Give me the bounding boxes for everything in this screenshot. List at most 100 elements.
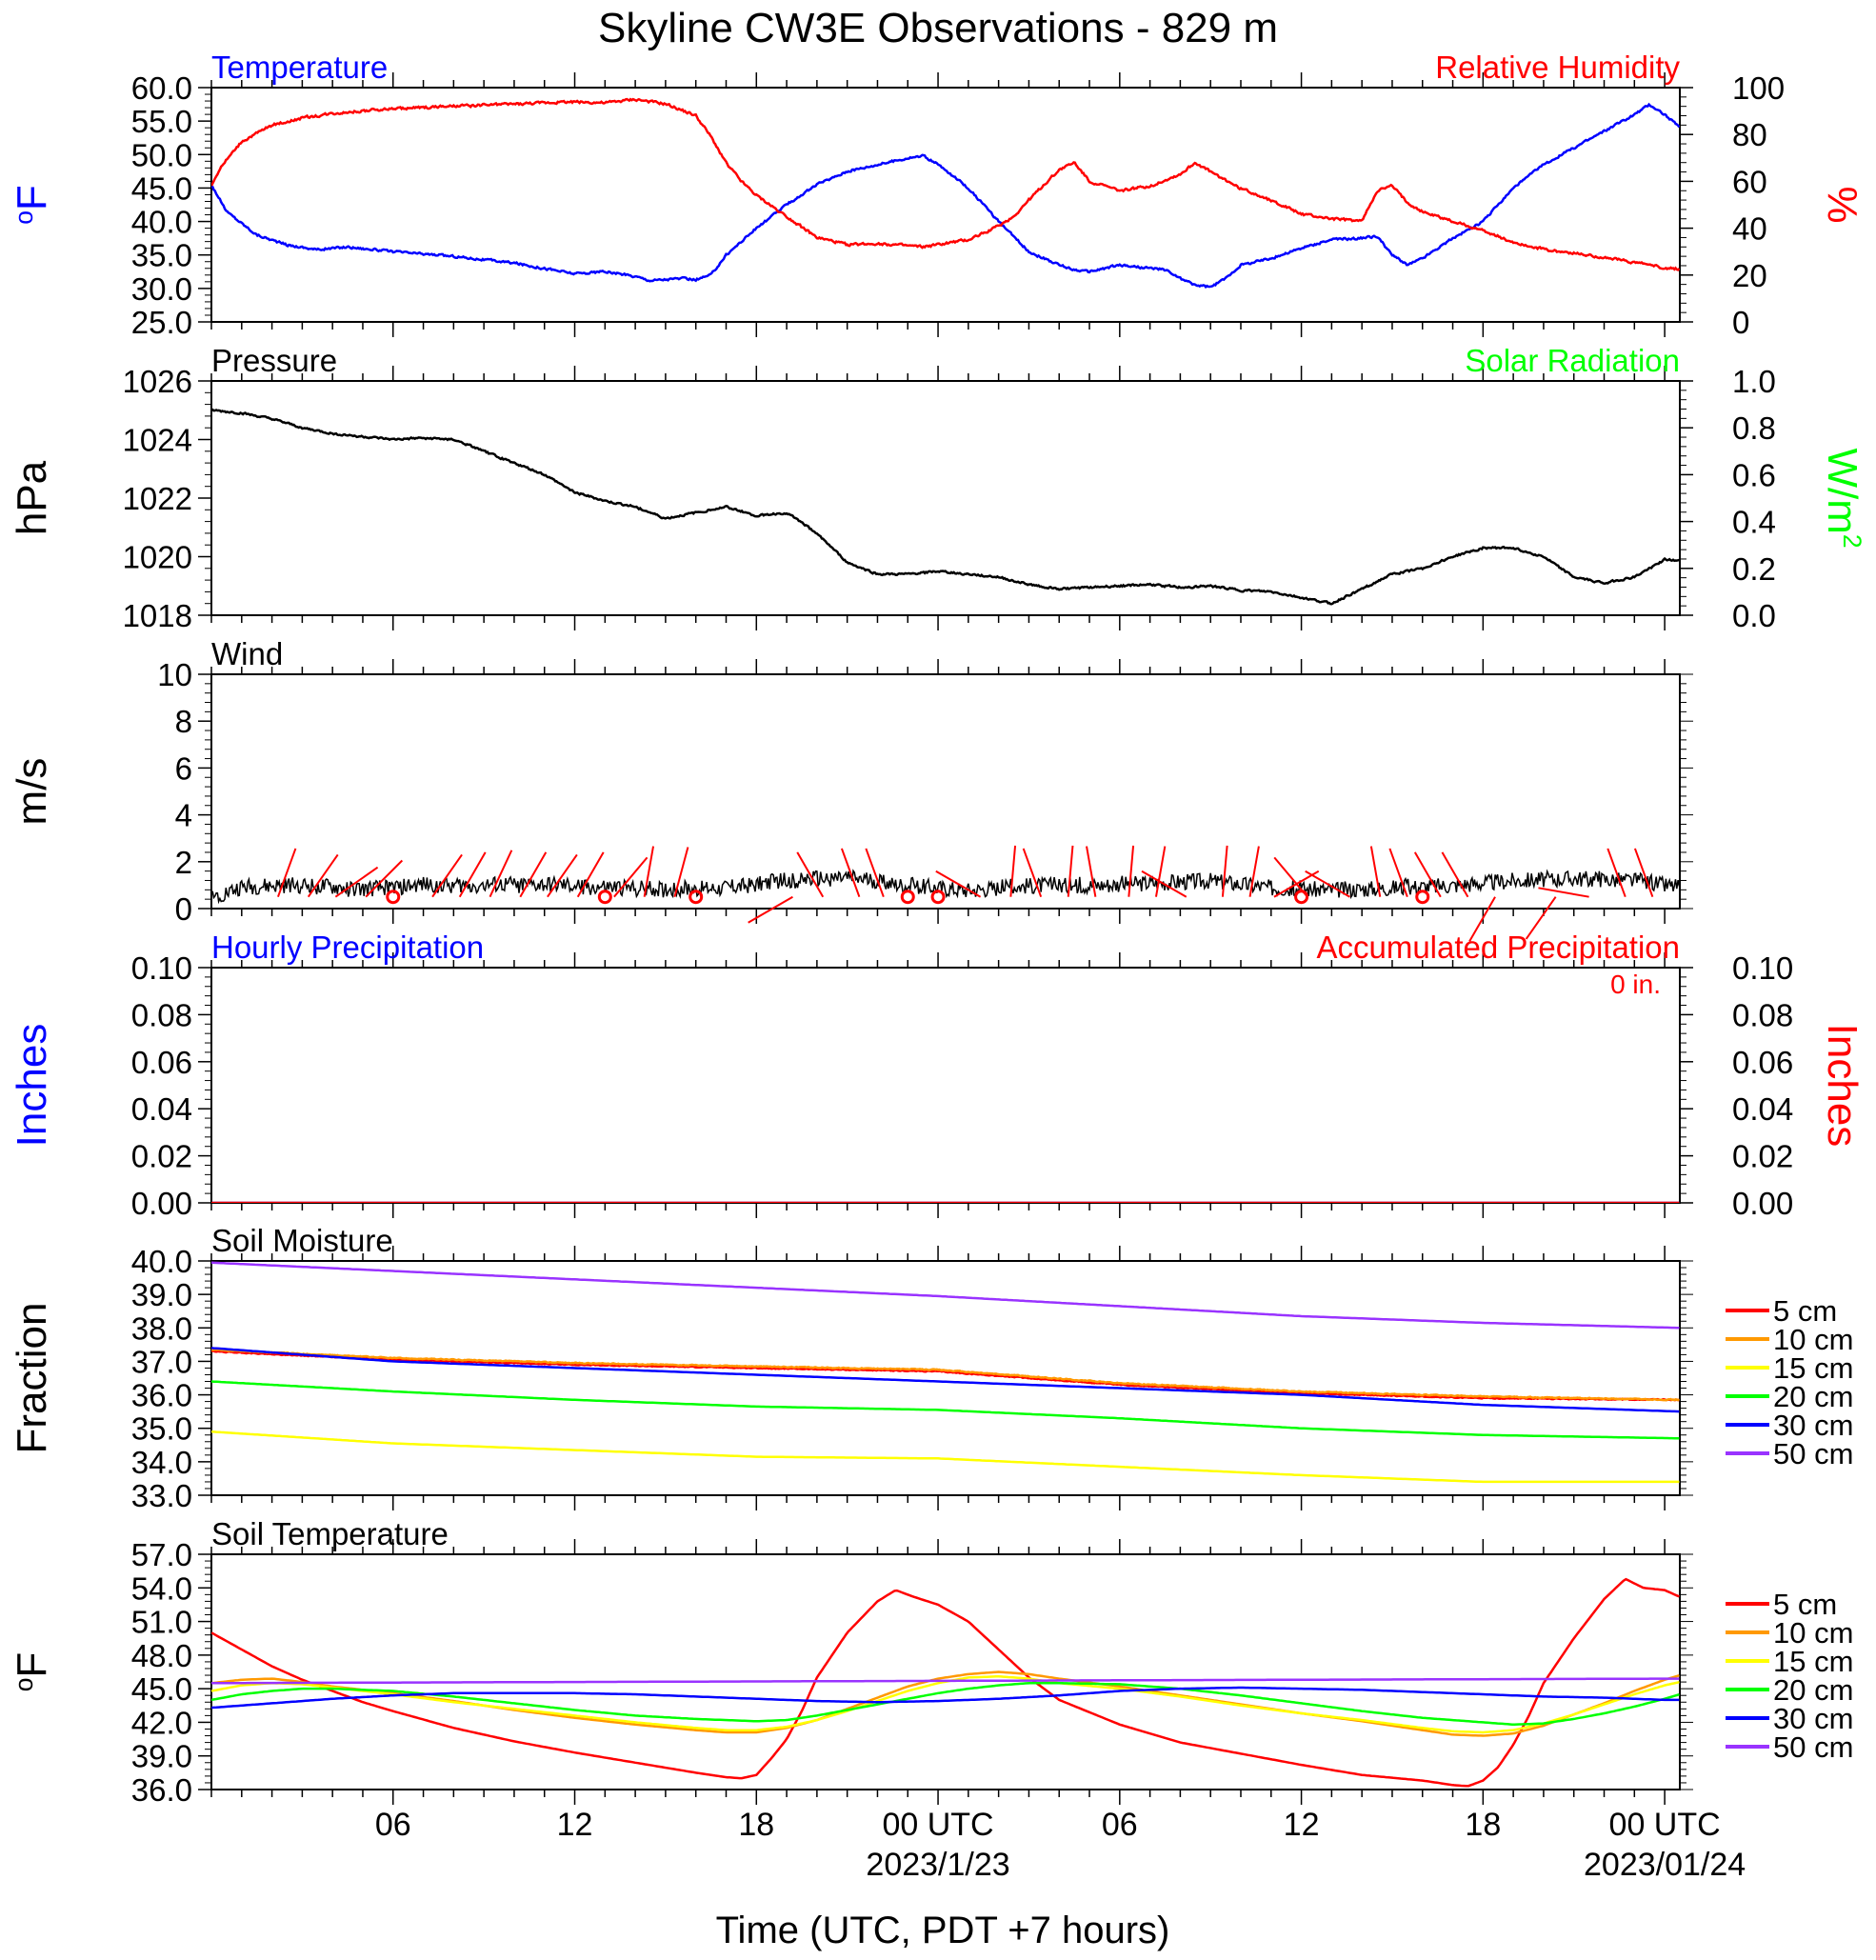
- y-tick-label-left: 1022: [123, 481, 192, 516]
- y-tick-label-left: 1024: [123, 423, 192, 458]
- wind-calm-circle: [900, 890, 915, 905]
- y-tick-label-left: 42.0: [131, 1705, 192, 1740]
- wind-barb: [1128, 845, 1135, 897]
- x-tick-date-label: 2023/1/23: [866, 1847, 1009, 1883]
- y-tick-label-left: 55.0: [131, 104, 192, 139]
- wind-barb: [519, 851, 548, 898]
- y-tick-label-left: 33.0: [131, 1478, 192, 1513]
- legend-label: 5 cm: [1773, 1588, 1837, 1621]
- panel-title-left: Soil Moisture: [211, 1223, 393, 1258]
- series-line: [211, 1677, 1680, 1685]
- y-tick-label-right: 0.0: [1732, 598, 1776, 633]
- panel-precip: 0.00 0.02 0.04 0.06 0.08 0.10 Inches 0.00 0.02 0.…: [9, 930, 1866, 1221]
- legend-label: 15 cm: [1773, 1351, 1853, 1385]
- panel-title-left: Soil Temperature: [211, 1516, 449, 1551]
- wind-barb: [1009, 845, 1017, 897]
- wind-barb: [1086, 846, 1097, 897]
- panel-frame: [210, 1260, 1681, 1496]
- legend-label: 50 cm: [1773, 1730, 1853, 1764]
- wind-barb: [1369, 846, 1382, 897]
- wind-barb: [576, 851, 605, 898]
- y-tick-label-left: 40.0: [131, 205, 192, 240]
- legend-label: 15 cm: [1773, 1645, 1853, 1678]
- y-tick-label-left: 1026: [123, 364, 192, 399]
- y-tick-label-left: 48.0: [131, 1638, 192, 1673]
- y-axis-label-right: W/m2: [1819, 448, 1866, 548]
- wind-barb: [748, 895, 793, 924]
- y-tick-label-left: 50.0: [131, 137, 192, 172]
- wind-barb: [365, 859, 404, 898]
- wind-barb: [1067, 845, 1074, 897]
- y-axis-label-left: oF: [9, 185, 55, 225]
- wind-calm-circle: [597, 890, 612, 905]
- y-tick-label-left: 51.0: [131, 1605, 192, 1640]
- panel-title-left: Pressure: [211, 343, 337, 378]
- y-tick-label-right: 40: [1732, 211, 1767, 247]
- x-tick-label: 18: [738, 1807, 774, 1843]
- y-tick-label-left: 8: [175, 704, 192, 739]
- panel-pressure: 1018 1020 1022 1024 1026 hPa 0.0 0.2 0.4 0.6 0.8 1.…: [9, 343, 1866, 633]
- legend-label: 20 cm: [1773, 1380, 1853, 1413]
- wind-barb: [1248, 846, 1260, 897]
- wind-barb: [1633, 848, 1654, 898]
- y-tick-label-left: 54.0: [131, 1570, 192, 1606]
- wind-barb: [1221, 845, 1228, 897]
- wind-barb: [1525, 896, 1557, 940]
- y-tick-label-left: 30.0: [131, 271, 192, 307]
- y-tick-label-left: 0.08: [131, 997, 192, 1032]
- y-tick-label-right: 0.4: [1732, 505, 1776, 540]
- legend-label: 30 cm: [1773, 1409, 1853, 1442]
- x-tick-label: 00 UTC: [1609, 1807, 1721, 1843]
- series-line: [211, 408, 1680, 606]
- y-tick-label-left: 0.04: [131, 1091, 192, 1127]
- wind-barb: [1468, 896, 1496, 942]
- wind-barb: [796, 851, 825, 898]
- wind-barb: [673, 847, 689, 897]
- x-tick-label: 00 UTC: [882, 1807, 993, 1843]
- y-tick-label-left: 0.10: [131, 950, 192, 986]
- wind-barb: [1388, 848, 1408, 898]
- x-tick-date-label: 2023/01/24: [1584, 1847, 1746, 1883]
- legend-label: 10 cm: [1773, 1616, 1853, 1650]
- legend-label: 10 cm: [1773, 1323, 1853, 1356]
- legend-label: 50 cm: [1773, 1437, 1853, 1470]
- series-line: [211, 97, 1680, 271]
- y-tick-label-right: 0.04: [1732, 1091, 1793, 1127]
- series-line: [211, 1430, 1680, 1484]
- series-line: [211, 1577, 1680, 1788]
- y-tick-label-left: 35.0: [131, 238, 192, 273]
- x-tick-label: 12: [557, 1807, 593, 1843]
- wind-barb: [547, 853, 578, 898]
- panel-frame: [210, 967, 1681, 1204]
- y-tick-label-left: 4: [175, 798, 192, 833]
- y-tick-label-right: 0.00: [1732, 1186, 1793, 1221]
- series-line: [211, 1348, 1680, 1402]
- y-tick-label-right: 1.0: [1732, 364, 1776, 399]
- y-tick-label-left: 6: [175, 750, 192, 786]
- x-tick-label: 18: [1465, 1807, 1501, 1843]
- y-tick-label-right: 80: [1732, 117, 1767, 152]
- y-tick-label-right: 20: [1732, 258, 1767, 293]
- series-line: [211, 1261, 1680, 1330]
- x-tick-label: 12: [1284, 1807, 1320, 1843]
- wind-barb: [865, 848, 885, 898]
- wind-barb: [840, 848, 861, 898]
- y-tick-label-left: 0.00: [131, 1186, 192, 1221]
- panel-soil_moisture: 33.034.035.036.037.038.039.040.0 Fraction…: [9, 1223, 1853, 1513]
- chart-title: Skyline CW3E Observations - 829 m: [598, 5, 1278, 51]
- wind-barb: [334, 866, 379, 898]
- y-tick-label-right: 0: [1732, 305, 1749, 340]
- y-tick-label-left: 38.0: [131, 1310, 192, 1346]
- wind-calm-circle: [1415, 890, 1430, 905]
- wind-calm-circle: [1294, 890, 1309, 905]
- y-tick-label-right: 0.8: [1732, 410, 1776, 446]
- y-tick-label-right: 0.02: [1732, 1139, 1793, 1174]
- panel-frame: [210, 87, 1681, 323]
- wind-barb: [277, 848, 297, 898]
- panel-title-left: Hourly Precipitation: [211, 930, 484, 965]
- y-axis-label-left: m/s: [9, 758, 55, 826]
- panels-layer: 25.030.035.040.045.050.055.060.0oF020406…: [9, 50, 1866, 1883]
- panel-title-left: Temperature: [211, 50, 388, 85]
- y-axis-label-right: %: [1819, 186, 1866, 223]
- y-tick-label-left: 1020: [123, 540, 192, 575]
